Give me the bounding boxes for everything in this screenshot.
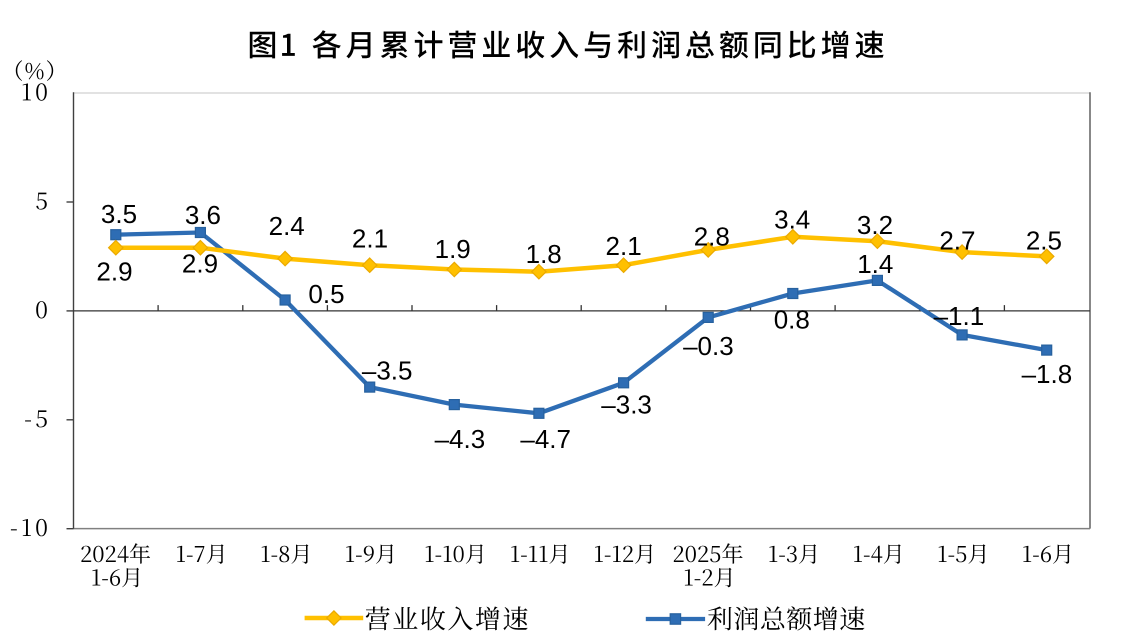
svg-text:2.8: 2.8 xyxy=(694,221,730,251)
svg-text:3.5: 3.5 xyxy=(101,199,137,229)
svg-text:–3.3: –3.3 xyxy=(601,390,652,420)
svg-text:–4.7: –4.7 xyxy=(520,424,571,454)
svg-text:–0.3: –0.3 xyxy=(683,331,734,361)
svg-text:0.5: 0.5 xyxy=(308,279,344,309)
svg-text:1.4: 1.4 xyxy=(857,249,893,279)
svg-text:0.8: 0.8 xyxy=(774,305,810,335)
svg-text:1.8: 1.8 xyxy=(526,239,562,269)
svg-text:–1.1: –1.1 xyxy=(934,301,985,331)
svg-text:2.1: 2.1 xyxy=(352,223,388,253)
svg-text:2.9: 2.9 xyxy=(182,248,218,278)
svg-text:2.9: 2.9 xyxy=(96,257,132,287)
svg-text:–1.8: –1.8 xyxy=(1022,359,1073,389)
svg-text:2.7: 2.7 xyxy=(939,226,975,256)
svg-text:1.9: 1.9 xyxy=(435,234,471,264)
svg-text:–4.3: –4.3 xyxy=(435,424,486,454)
svg-text:–3.5: –3.5 xyxy=(362,355,413,385)
svg-text:3.2: 3.2 xyxy=(857,210,893,240)
svg-text:3.4: 3.4 xyxy=(774,204,810,234)
svg-text:3.6: 3.6 xyxy=(185,200,221,230)
svg-text:2.5: 2.5 xyxy=(1026,226,1062,256)
svg-text:2.4: 2.4 xyxy=(269,211,305,241)
svg-text:2.1: 2.1 xyxy=(606,231,642,261)
